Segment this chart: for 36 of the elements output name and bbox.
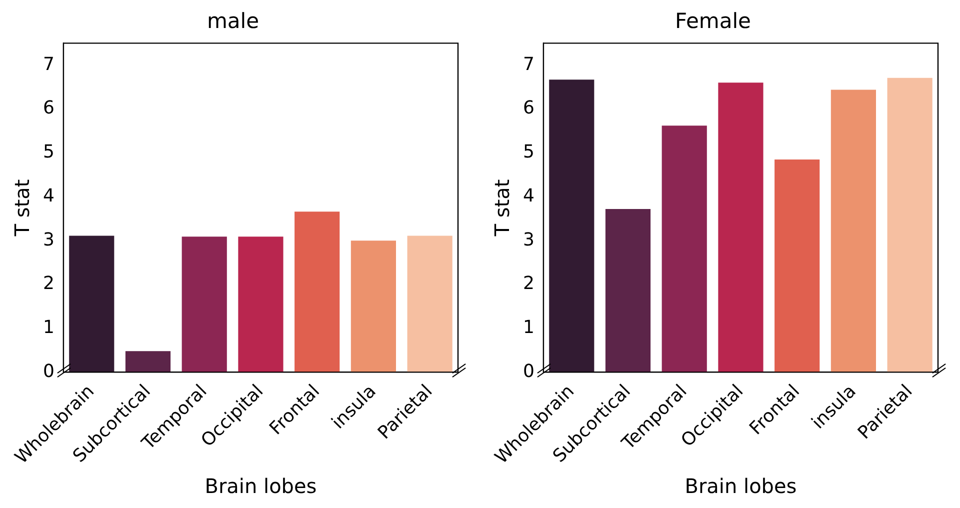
y-axis-title: T stat (490, 179, 514, 238)
y-tick-label: 7 (523, 54, 534, 75)
bar (294, 212, 340, 372)
bar (238, 236, 284, 372)
y-tick-label: 3 (43, 229, 54, 250)
chart-title: Female (675, 9, 751, 34)
y-tick-label: 7 (43, 54, 54, 75)
bar (69, 236, 114, 372)
y-tick-label: 6 (523, 98, 534, 119)
y-tick-label: 0 (43, 360, 54, 382)
y-tick-label: 4 (43, 185, 54, 206)
bar (549, 80, 594, 372)
y-tick-label: 0 (523, 360, 534, 382)
x-axis-title: Brain lobes (204, 474, 317, 498)
y-tick-label: 5 (523, 142, 534, 163)
bar (407, 236, 452, 372)
y-tick-label: 1 (43, 317, 54, 338)
y-tick-label: 5 (43, 142, 54, 163)
chart-title: male (206, 9, 260, 34)
y-tick-label: 3 (523, 229, 534, 250)
bar (182, 236, 227, 372)
y-tick-label: 6 (43, 98, 54, 119)
bar (662, 126, 707, 372)
bar (350, 240, 396, 372)
y-axis-title: T stat (10, 179, 34, 238)
bar (887, 78, 932, 372)
y-tick-label: 1 (523, 317, 534, 338)
bar (718, 82, 764, 372)
bar (830, 90, 876, 372)
bar (125, 351, 171, 372)
x-axis-title: Brain lobes (684, 474, 797, 498)
y-tick-label: 2 (43, 273, 54, 294)
bar (605, 209, 651, 372)
bar (774, 159, 820, 372)
y-tick-label: 4 (523, 185, 534, 206)
y-tick-label: 2 (523, 273, 534, 294)
